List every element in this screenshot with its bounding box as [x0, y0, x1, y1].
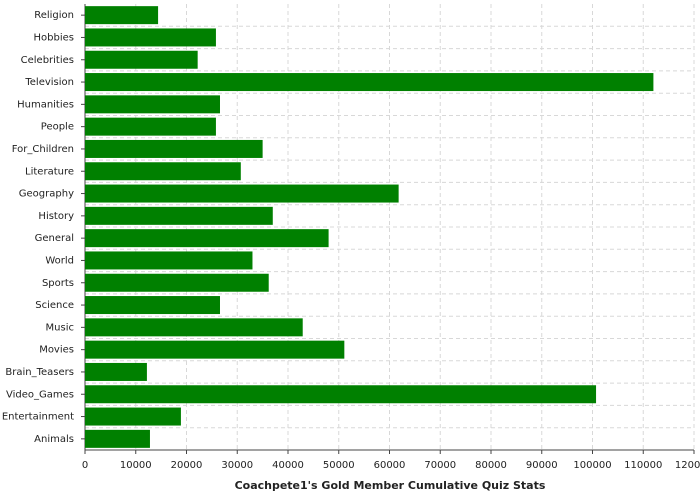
x-tick-label: 90000 — [526, 460, 558, 471]
x-tick-label: 0 — [82, 460, 88, 471]
x-tick-label: 100000 — [573, 460, 611, 471]
bar — [85, 229, 329, 248]
x-tick-label: 40000 — [272, 460, 304, 471]
y-tick-label: People — [41, 122, 74, 133]
y-tick-label: Religion — [34, 10, 74, 21]
bar — [85, 251, 253, 270]
y-tick-label: Geography — [19, 189, 74, 200]
x-tick-label: 30000 — [221, 460, 253, 471]
x-tick-label: 50000 — [323, 460, 355, 471]
y-tick-label: Sports — [42, 278, 74, 289]
y-tick-label: Brain_Teasers — [5, 367, 74, 378]
y-tick-label: Video_Games — [6, 389, 74, 400]
y-tick-label: Animals — [34, 434, 74, 445]
x-tick-label: 10000 — [120, 460, 152, 471]
bar — [85, 184, 399, 203]
bar — [85, 340, 345, 359]
bar — [85, 206, 273, 225]
y-tick-label: Literature — [25, 166, 74, 177]
y-tick-label: Humanities — [17, 99, 74, 110]
y-tick-label: World — [45, 255, 74, 266]
bar — [85, 117, 216, 136]
y-tick-label: Entertainment — [2, 412, 74, 423]
bar — [85, 28, 216, 47]
y-tick-label: Celebrities — [21, 55, 74, 66]
bar — [85, 362, 147, 381]
y-tick-label: For_Children — [12, 144, 74, 155]
bar — [85, 6, 159, 25]
bar — [85, 318, 303, 337]
x-tick-label: 60000 — [374, 460, 406, 471]
bar — [85, 73, 654, 92]
x-axis-title: Coachpete1's Gold Member Cumulative Quiz… — [235, 479, 546, 492]
bar — [85, 50, 198, 69]
y-tick-label: General — [35, 233, 74, 244]
x-tick-label: 110000 — [624, 460, 662, 471]
y-tick-label: History — [38, 211, 74, 222]
x-tick-label: 80000 — [475, 460, 507, 471]
bar — [85, 296, 220, 315]
bar — [85, 95, 220, 114]
bar — [85, 162, 241, 181]
x-tick-label: 120000 — [675, 460, 700, 471]
y-tick-label: Television — [24, 77, 74, 88]
bar — [85, 429, 150, 448]
y-tick-label: Music — [46, 322, 74, 333]
bar — [85, 139, 263, 158]
x-tick-label: 20000 — [171, 460, 203, 471]
y-tick-label: Hobbies — [34, 32, 74, 43]
y-tick-label: Science — [35, 300, 74, 311]
bar — [85, 407, 181, 426]
bar — [85, 385, 597, 404]
bar — [85, 273, 269, 292]
x-tick-label: 70000 — [424, 460, 456, 471]
y-tick-label: Movies — [39, 345, 74, 356]
